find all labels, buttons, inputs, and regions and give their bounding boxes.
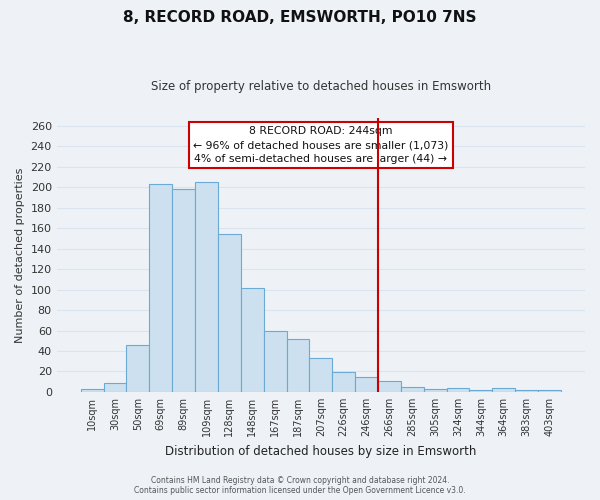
Bar xyxy=(378,380,401,392)
X-axis label: Distribution of detached houses by size in Emsworth: Distribution of detached houses by size … xyxy=(165,444,476,458)
Bar xyxy=(241,288,263,392)
Bar xyxy=(218,234,241,392)
Bar xyxy=(104,382,127,392)
Bar xyxy=(493,388,515,392)
Bar xyxy=(149,184,172,392)
Bar xyxy=(515,390,538,392)
Bar xyxy=(287,338,310,392)
Bar xyxy=(310,358,332,392)
Bar xyxy=(332,372,355,392)
Bar xyxy=(446,388,469,392)
Bar xyxy=(195,182,218,392)
Bar xyxy=(469,390,493,392)
Bar xyxy=(355,376,378,392)
Bar xyxy=(424,389,446,392)
Bar xyxy=(538,390,561,392)
Bar xyxy=(263,330,287,392)
Bar xyxy=(127,345,149,392)
Y-axis label: Number of detached properties: Number of detached properties xyxy=(15,167,25,342)
Title: Size of property relative to detached houses in Emsworth: Size of property relative to detached ho… xyxy=(151,80,491,93)
Bar xyxy=(401,387,424,392)
Bar xyxy=(80,389,104,392)
Bar xyxy=(172,190,195,392)
Text: 8 RECORD ROAD: 244sqm
← 96% of detached houses are smaller (1,073)
4% of semi-de: 8 RECORD ROAD: 244sqm ← 96% of detached … xyxy=(193,126,449,164)
Text: 8, RECORD ROAD, EMSWORTH, PO10 7NS: 8, RECORD ROAD, EMSWORTH, PO10 7NS xyxy=(123,10,477,25)
Text: Contains HM Land Registry data © Crown copyright and database right 2024.
Contai: Contains HM Land Registry data © Crown c… xyxy=(134,476,466,495)
